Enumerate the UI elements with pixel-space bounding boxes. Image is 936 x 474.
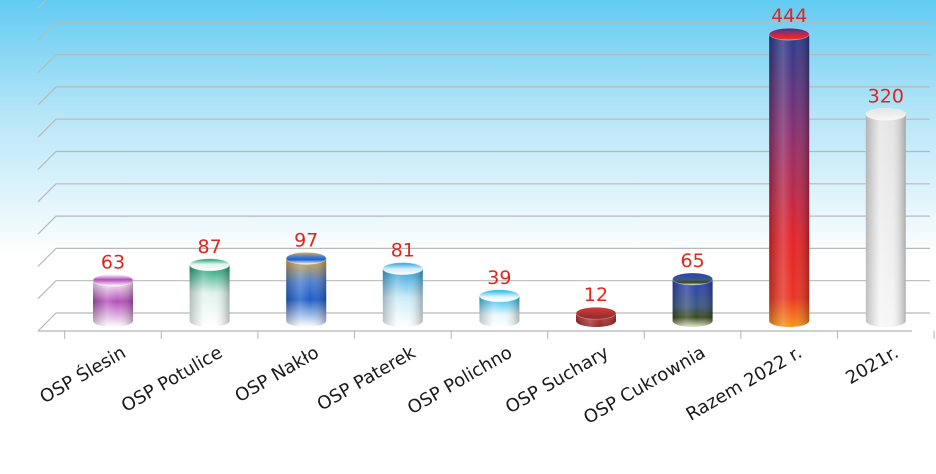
bar-cap xyxy=(285,251,327,265)
bar xyxy=(92,273,134,327)
value-label: 81 xyxy=(391,240,415,262)
bar-cap xyxy=(865,107,907,121)
bar-shading xyxy=(93,280,133,327)
gridline xyxy=(37,150,930,170)
bar-cap xyxy=(768,27,810,41)
value-label: 12 xyxy=(584,284,608,306)
bar xyxy=(865,107,907,327)
gridline xyxy=(37,215,930,235)
bar-shading xyxy=(769,34,810,328)
bar-cap xyxy=(478,289,520,303)
bar-shading xyxy=(672,279,713,327)
gridline xyxy=(37,118,930,138)
bar-shading xyxy=(479,295,520,327)
gridline xyxy=(37,86,930,106)
gridline xyxy=(37,0,47,9)
bar xyxy=(768,27,810,328)
bar-shading xyxy=(189,264,230,327)
gridline xyxy=(37,312,930,332)
value-label: 87 xyxy=(198,236,222,258)
gridline xyxy=(37,183,930,203)
bar-cap xyxy=(672,272,713,286)
bar xyxy=(478,289,520,327)
value-label: 65 xyxy=(681,250,705,272)
gridline xyxy=(37,53,930,74)
gridline xyxy=(37,247,930,267)
bar-cap xyxy=(382,262,424,276)
bar xyxy=(575,306,617,327)
gridline xyxy=(37,21,930,41)
value-label: 444 xyxy=(771,5,807,27)
bar xyxy=(189,258,231,327)
value-label: 39 xyxy=(487,267,511,289)
bar xyxy=(672,272,713,327)
bar-cap xyxy=(189,258,231,272)
bar-shading xyxy=(865,114,906,327)
bar-layer xyxy=(92,27,907,328)
bar-cap xyxy=(575,306,617,320)
value-label: 97 xyxy=(294,229,318,251)
bar-cap xyxy=(92,273,134,287)
bar-shading xyxy=(286,258,327,327)
bar-shading xyxy=(382,268,423,327)
grid-layer xyxy=(37,0,935,339)
value-label: 320 xyxy=(868,85,904,107)
gridline xyxy=(37,280,930,300)
bar xyxy=(285,251,327,327)
value-label: 63 xyxy=(101,251,125,273)
bar xyxy=(382,262,424,327)
